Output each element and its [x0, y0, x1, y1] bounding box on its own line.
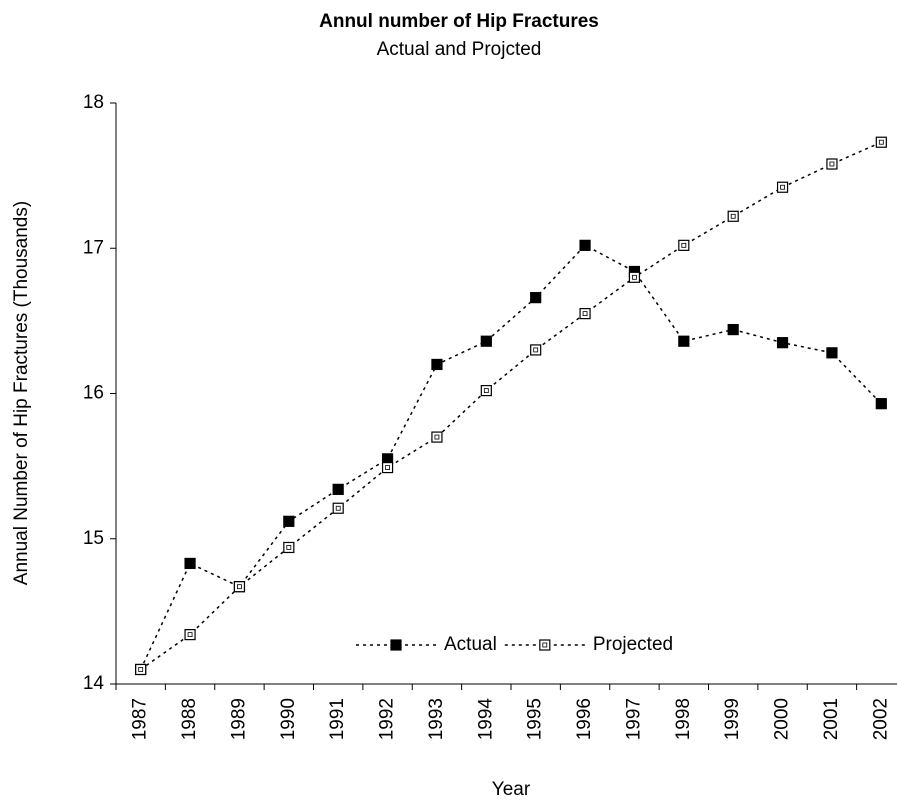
point-marker-inner: [237, 584, 242, 590]
point-marker: [776, 337, 789, 349]
point-marker: [826, 158, 838, 170]
legend-marker: [539, 639, 551, 651]
point-marker-inner: [187, 632, 193, 638]
x-tick-label: 1994: [475, 698, 496, 741]
chart-title: Annul number of Hip Fractures: [319, 11, 599, 32]
point-marker: [727, 210, 739, 222]
x-tick-label: 2001: [821, 698, 842, 740]
point-marker: [184, 629, 196, 641]
x-tick-label: 1992: [377, 698, 398, 740]
point-marker: [678, 335, 690, 347]
point-marker: [727, 323, 739, 336]
point-marker: [431, 431, 443, 443]
x-tick-label: 2002: [870, 698, 891, 740]
y-tick-label: 14: [83, 673, 105, 694]
point-marker-inner: [632, 274, 637, 280]
point-marker: [628, 271, 641, 283]
point-marker: [530, 344, 542, 356]
legend-label: Actual: [444, 634, 497, 655]
point-marker-inner: [878, 139, 884, 145]
point-marker: [579, 308, 591, 320]
point-marker-inner: [780, 184, 785, 190]
point-marker: [135, 663, 147, 676]
point-marker-inner: [681, 242, 687, 248]
x-tick-label: 1989: [228, 698, 249, 740]
point-marker: [678, 239, 690, 251]
y-axis-label: Annual Number of Hip Fractures (Thousand…: [11, 201, 32, 585]
point-marker: [233, 581, 246, 593]
point-marker: [875, 398, 887, 410]
x-tick-label: 1988: [179, 698, 200, 740]
point-marker-inner: [730, 213, 736, 219]
point-marker-inner: [286, 545, 292, 550]
x-tick-label: 1995: [525, 698, 546, 740]
chart-subtitle: Actual and Projcted: [377, 39, 542, 60]
y-tick-label: 18: [83, 92, 104, 113]
point-marker: [184, 557, 196, 570]
point-marker-inner: [533, 347, 539, 353]
x-tick-label: 1997: [623, 698, 644, 740]
x-tick-label: 1990: [278, 698, 299, 740]
x-tick-label: 1996: [574, 698, 595, 740]
point-marker: [431, 358, 443, 371]
point-marker: [826, 347, 838, 359]
x-axis-label: Year: [492, 779, 531, 800]
point-marker-inner: [582, 311, 588, 317]
x-tick-label: 1987: [130, 698, 151, 740]
y-tick-label: 15: [83, 528, 104, 549]
point-marker: [332, 483, 344, 495]
point-marker: [530, 292, 542, 304]
point-marker-inner: [385, 465, 390, 470]
x-tick-label: 1999: [722, 698, 743, 740]
point-marker: [480, 384, 492, 397]
legend-marker-inner: [542, 642, 548, 648]
y-tick-label: 17: [83, 237, 104, 258]
point-marker: [283, 541, 295, 554]
x-tick-label: 2000: [772, 698, 793, 740]
point-marker: [480, 335, 492, 347]
series-line: [140, 141, 882, 671]
point-marker-inner: [138, 667, 144, 672]
x-tick-label: 1991: [327, 698, 348, 740]
point-marker: [332, 502, 344, 514]
point-marker: [776, 181, 789, 193]
x-tick-label: 1993: [426, 698, 447, 740]
series-line: [140, 244, 882, 670]
legend-marker: [390, 639, 402, 651]
point-marker-inner: [829, 161, 835, 167]
point-marker-inner: [335, 505, 341, 511]
point-marker: [579, 239, 591, 251]
x-tick-label: 1998: [673, 698, 694, 740]
point-marker-inner: [483, 388, 489, 393]
y-tick-label: 16: [83, 383, 104, 404]
point-marker: [283, 515, 295, 527]
point-marker-inner: [434, 434, 440, 440]
point-marker: [875, 136, 887, 148]
point-marker: [381, 461, 394, 474]
legend-label: Projected: [593, 634, 673, 655]
